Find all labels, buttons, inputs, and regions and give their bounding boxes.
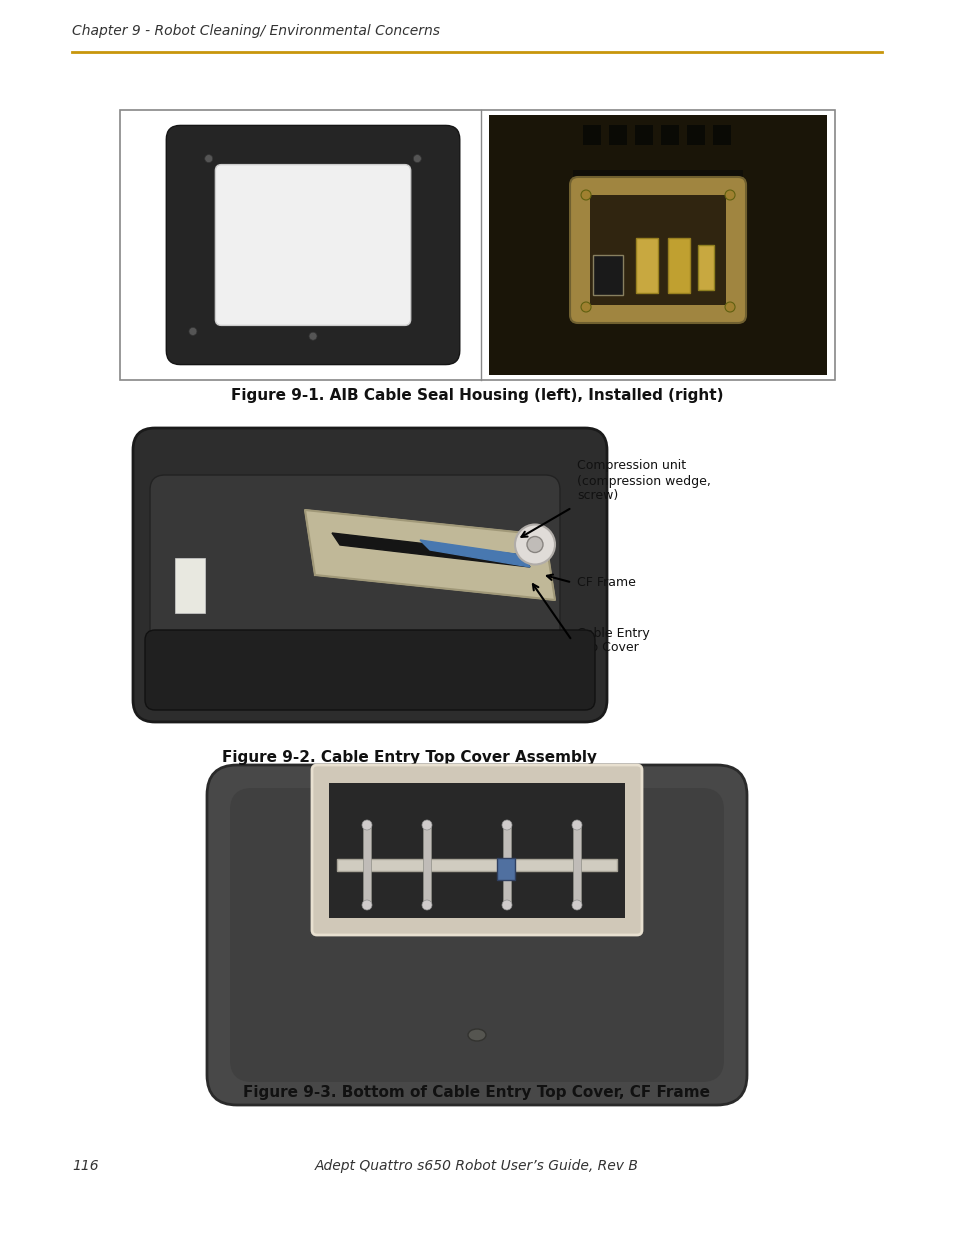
Bar — [120, 110, 834, 380]
Circle shape — [361, 900, 372, 910]
FancyBboxPatch shape — [570, 177, 745, 324]
FancyBboxPatch shape — [207, 764, 746, 1105]
Bar — [608, 125, 626, 144]
FancyBboxPatch shape — [150, 475, 559, 700]
Bar — [589, 195, 725, 305]
Bar — [489, 115, 826, 375]
Circle shape — [189, 327, 196, 336]
FancyBboxPatch shape — [166, 126, 459, 364]
Text: Adept Quattro s650 Robot User’s Guide, Rev B: Adept Quattro s650 Robot User’s Guide, R… — [314, 1158, 639, 1173]
Circle shape — [580, 190, 591, 200]
Ellipse shape — [468, 1029, 485, 1041]
Bar — [698, 245, 713, 290]
Circle shape — [501, 900, 512, 910]
Text: CF Frame: CF Frame — [577, 576, 636, 589]
Circle shape — [421, 820, 432, 830]
Circle shape — [572, 820, 581, 830]
Polygon shape — [332, 534, 530, 567]
Circle shape — [309, 332, 316, 340]
Bar — [502, 825, 511, 905]
Circle shape — [515, 525, 555, 564]
FancyBboxPatch shape — [145, 630, 595, 710]
FancyBboxPatch shape — [132, 429, 606, 722]
Text: Figure 9-1. AIB Cable Seal Housing (left), Installed (right): Figure 9-1. AIB Cable Seal Housing (left… — [231, 388, 723, 403]
Bar — [686, 125, 704, 144]
FancyBboxPatch shape — [230, 788, 723, 1082]
FancyBboxPatch shape — [215, 164, 411, 325]
Text: Cable Entry
Top Cover: Cable Entry Top Cover — [577, 626, 649, 655]
Bar — [712, 125, 730, 144]
Bar — [593, 254, 622, 295]
Polygon shape — [305, 510, 555, 600]
Bar — [573, 825, 580, 905]
Bar — [329, 783, 624, 918]
Circle shape — [413, 154, 421, 163]
Circle shape — [526, 536, 542, 552]
Bar — [336, 860, 617, 871]
Circle shape — [501, 820, 512, 830]
Circle shape — [580, 303, 591, 312]
Circle shape — [421, 900, 432, 910]
Bar — [582, 125, 600, 144]
Circle shape — [724, 303, 734, 312]
Circle shape — [572, 900, 581, 910]
Text: 116: 116 — [71, 1158, 98, 1173]
Text: Chapter 9 - Robot Cleaning/ Environmental Concerns: Chapter 9 - Robot Cleaning/ Environmenta… — [71, 23, 439, 38]
Bar — [667, 238, 689, 293]
FancyBboxPatch shape — [312, 764, 641, 935]
Text: Figure 9-2. Cable Entry Top Cover Assembly: Figure 9-2. Cable Entry Top Cover Assemb… — [222, 750, 597, 764]
Circle shape — [724, 190, 734, 200]
Polygon shape — [419, 540, 530, 567]
Bar — [635, 125, 653, 144]
Bar — [154, 125, 471, 366]
Bar — [174, 557, 205, 613]
Bar — [660, 125, 679, 144]
Bar — [573, 170, 742, 230]
Bar — [422, 825, 431, 905]
Bar — [636, 238, 658, 293]
Bar — [363, 825, 371, 905]
Text: Compression unit
(compression wedge,
screw): Compression unit (compression wedge, scr… — [577, 459, 710, 503]
Text: Figure 9-3. Bottom of Cable Entry Top Cover, CF Frame: Figure 9-3. Bottom of Cable Entry Top Co… — [243, 1086, 710, 1100]
Circle shape — [205, 154, 213, 163]
Circle shape — [361, 820, 372, 830]
Bar — [497, 858, 515, 881]
